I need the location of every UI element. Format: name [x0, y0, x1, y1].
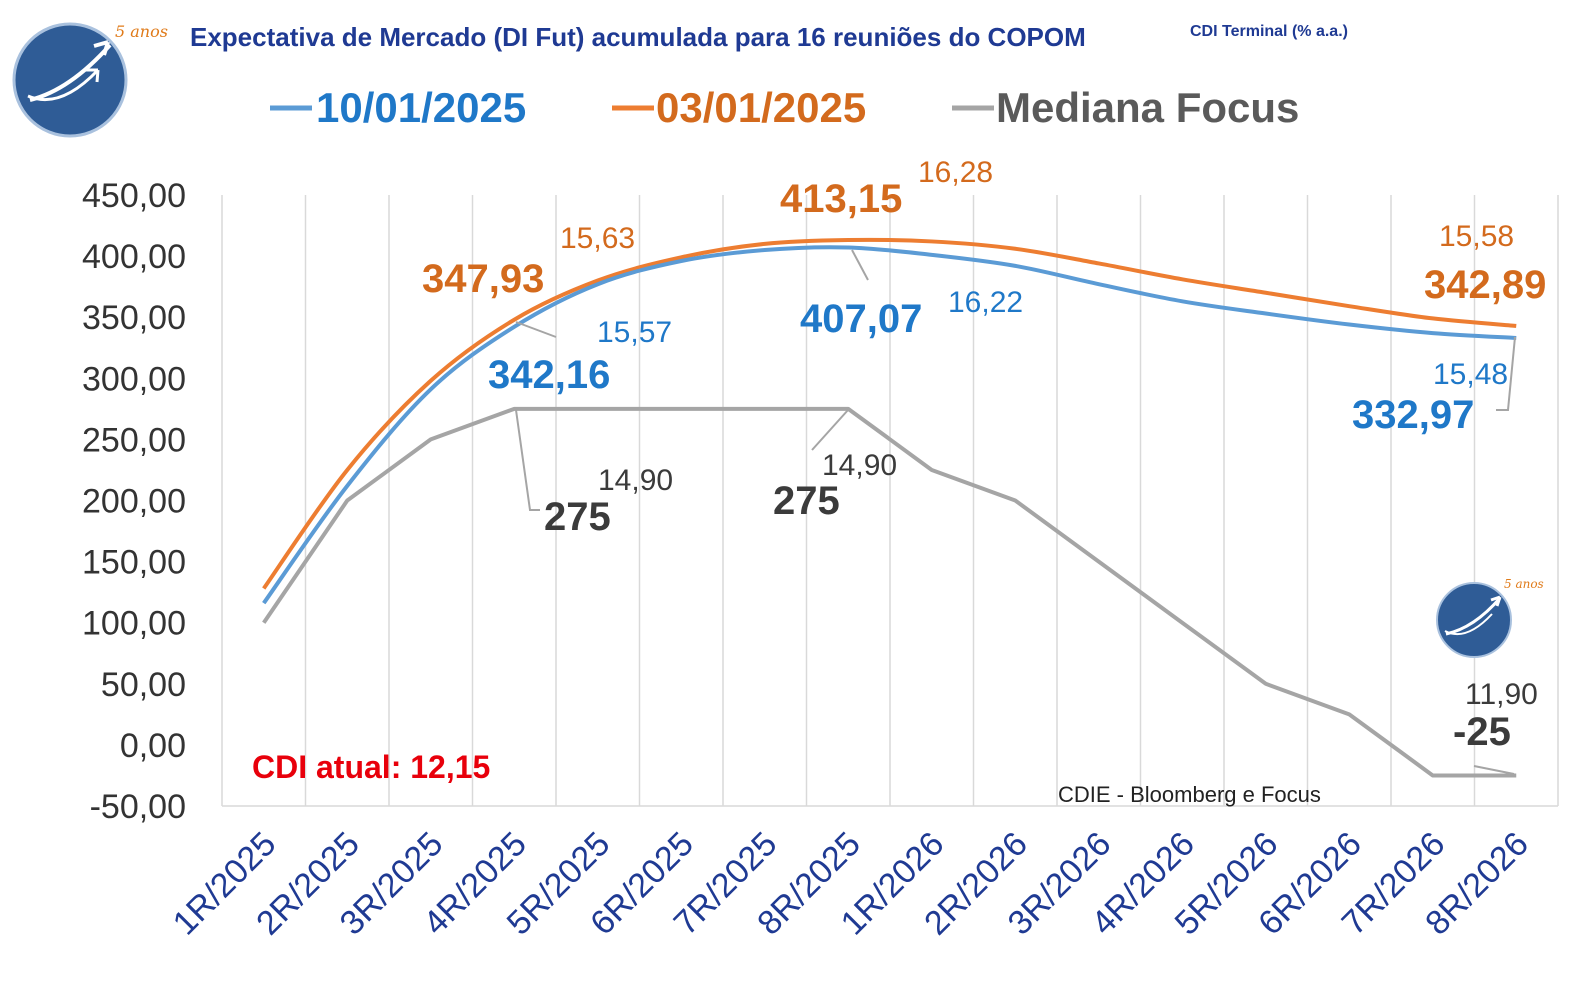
annotation-leader — [1473, 765, 1515, 775]
x-axis: 1R/20252R/20253R/20254R/20255R/20256R/20… — [166, 825, 1536, 943]
annotation-value: 275 — [773, 479, 840, 523]
y-tick-label: 450,00 — [82, 177, 186, 215]
y-tick-label: 400,00 — [82, 238, 186, 276]
series-line-2 — [262, 237, 1517, 590]
y-tick-label: 300,00 — [82, 360, 186, 398]
annotation-rate: 14,90 — [822, 449, 897, 482]
y-tick-label: 350,00 — [82, 299, 186, 337]
series-line-1 — [262, 245, 1517, 605]
y-tick-label: -50,00 — [90, 788, 186, 826]
annotation-value: 342,16 — [488, 353, 610, 397]
y-tick-label: 150,00 — [82, 544, 186, 582]
chart-title-suffix: CDI Terminal (% a.a.) — [1190, 23, 1348, 40]
logo-icon — [12, 22, 128, 138]
annotation-leader — [851, 249, 869, 281]
annotation-rate: 15,58 — [1439, 220, 1514, 253]
annotation-rate: 16,22 — [948, 286, 1023, 319]
chart-title: Expectativa de Mercado (DI Fut) acumulad… — [190, 22, 1086, 52]
cdi-note: CDI atual: 12,15 — [252, 749, 490, 785]
y-tick-label: 200,00 — [82, 483, 186, 521]
annotation-leader — [515, 321, 557, 338]
legend-label-1: 10/01/2025 — [316, 84, 526, 131]
annotation-rate: 15,63 — [560, 222, 635, 255]
annotation-value: -25 — [1453, 710, 1511, 754]
annotation-leader — [811, 409, 849, 451]
legend: 10/01/2025 03/01/2025 Mediana Focus — [270, 84, 1299, 131]
small-logo-text: 5 anos — [1504, 577, 1544, 591]
series-line-3 — [262, 406, 1517, 778]
y-tick-label: 100,00 — [82, 605, 186, 643]
legend-label-3: Mediana Focus — [996, 84, 1299, 131]
y-tick-label: 0,00 — [120, 727, 186, 765]
annotation-rate: 16,28 — [918, 156, 993, 189]
logo-text: 5 anos — [115, 22, 168, 41]
series-lines — [262, 237, 1517, 778]
annotation-value: 275 — [544, 495, 611, 539]
annotation-rate: 14,90 — [598, 464, 673, 497]
annotation-leaders — [515, 249, 1516, 775]
source-note: CDIE - Bloomberg e Focus — [1058, 782, 1321, 807]
annotation-rate: 11,90 — [1465, 678, 1538, 711]
small-logo-icon — [1436, 582, 1512, 658]
annotation-leader — [515, 409, 540, 511]
y-tick-label: 250,00 — [82, 421, 186, 459]
annotation-value: 342,89 — [1424, 263, 1546, 307]
annotation-labels: 347,93 15,63 342,16 15,57 413,15 16,28 407,07 1… — [422, 156, 1546, 754]
annotation-value: 347,93 — [422, 257, 544, 301]
y-tick-label: 50,00 — [101, 666, 186, 704]
annotation-rate: 15,57 — [597, 316, 672, 349]
annotation-value: 407,07 — [800, 297, 922, 341]
y-axis: -50,00 0,00 50,00 100,00 150,00 200,00 250,00 3… — [82, 177, 186, 826]
annotation-value: 413,15 — [780, 177, 902, 221]
annotation-leader — [1496, 336, 1516, 411]
annotation-value: 332,97 — [1352, 393, 1474, 437]
annotation-rate: 15,48 — [1433, 358, 1508, 391]
legend-label-2: 03/01/2025 — [656, 84, 866, 131]
